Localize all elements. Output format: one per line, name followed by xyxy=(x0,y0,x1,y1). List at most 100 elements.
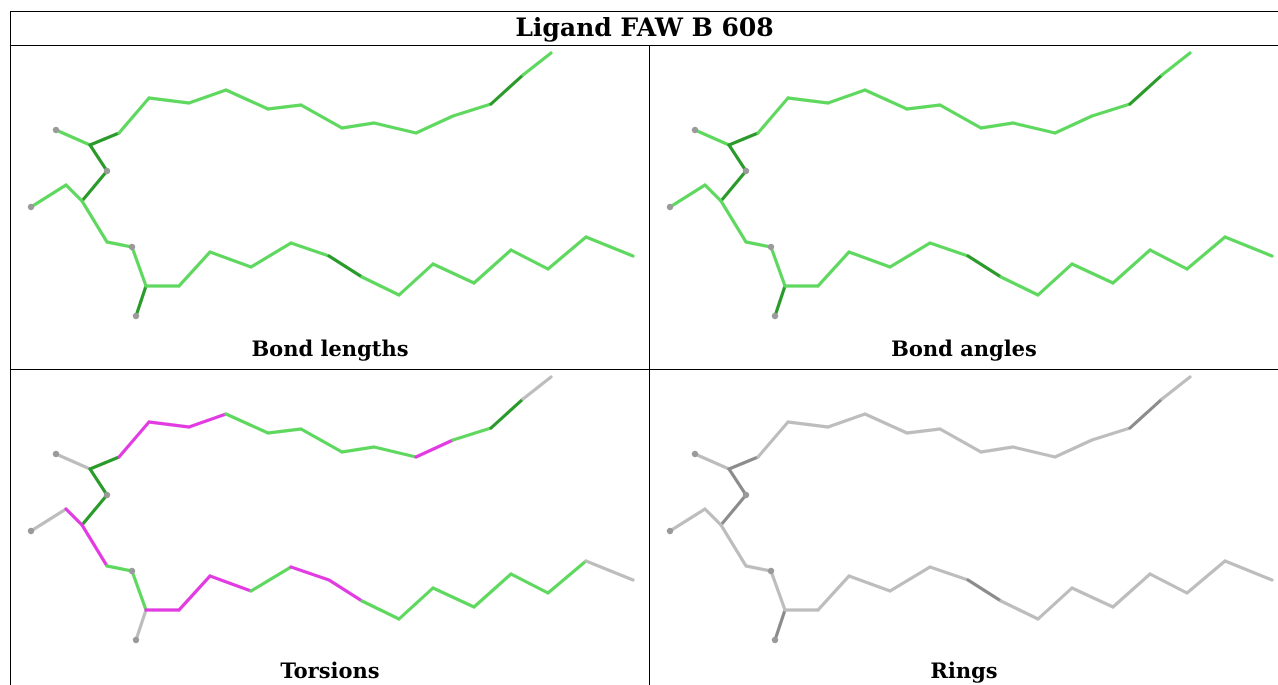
bond-t5-t6-half-2 xyxy=(958,114,983,130)
bond-t9-t10-half-1 xyxy=(451,432,474,442)
bond-l10-l11-half-1 xyxy=(509,572,532,586)
bond-l3-l4-half-1 xyxy=(249,253,273,269)
bond-t10-t11-half-2 xyxy=(505,397,525,416)
bond-l1-l2-half-1 xyxy=(816,267,836,288)
bond-l10-l11-half-2 xyxy=(1166,581,1189,595)
bond-e-f-half-1 xyxy=(668,518,690,533)
panel-bond-lengths: Bond lengths xyxy=(11,46,649,369)
atom-d xyxy=(103,491,111,499)
bond-t4-t5-half-2 xyxy=(282,103,303,109)
bond-t8-t9-half-1 xyxy=(1053,122,1076,135)
bond-c-t1-half-1 xyxy=(756,437,775,459)
bond-l5-l6-half-1 xyxy=(327,254,348,269)
bond-t3-t4-half-2 xyxy=(245,97,270,111)
bond-l2-l3-half-2 xyxy=(867,257,892,269)
bond-t6-t7-half-1 xyxy=(979,123,999,130)
bond-t6-t7-half-2 xyxy=(995,445,1015,452)
bond-t4-t5-half-2 xyxy=(921,103,942,109)
bond-i-j-half-2 xyxy=(776,588,787,612)
bond-t9-t10-half-2 xyxy=(1109,102,1132,112)
atom-a xyxy=(691,126,699,134)
bond-e-f-half-1 xyxy=(29,194,51,209)
bond-t9-t10-half-2 xyxy=(470,102,493,112)
bond-b-c-half-1 xyxy=(727,137,746,147)
bond-t4-t5-half-2 xyxy=(282,427,303,433)
molecule-view-torsions xyxy=(27,375,635,644)
bond-f-g-half-1 xyxy=(703,507,715,519)
atom-d xyxy=(742,491,750,499)
bond-c-t1-half-1 xyxy=(117,113,136,135)
bond-t6-t7-half-1 xyxy=(979,447,999,454)
bond-t7-t8-half-2 xyxy=(1032,450,1057,459)
bond-e-f-half-1 xyxy=(29,518,51,533)
bond-f-g-half-2 xyxy=(711,515,723,527)
bond-g-h-half-1 xyxy=(80,199,97,224)
bond-l12-l13-half-1 xyxy=(1223,235,1251,249)
bond-t10-t11-half-1 xyxy=(489,411,509,430)
bond-t7-t8-half-1 xyxy=(372,445,397,454)
bond-t1-t2-half-2 xyxy=(806,422,830,429)
bond-t2-t3-half-1 xyxy=(187,94,210,105)
bond-c-t1-half-2 xyxy=(771,420,790,442)
bond-t6-t7-half-1 xyxy=(340,447,360,454)
bond-c-t1-half-2 xyxy=(771,96,790,118)
bond-l8-l9-half-2 xyxy=(1090,595,1115,609)
bond-l12-l13-half-1 xyxy=(584,559,612,573)
bond-t3-t4-half-2 xyxy=(884,97,909,111)
bond-h-i-half-1 xyxy=(105,240,122,247)
atom-a xyxy=(691,450,699,458)
bond-l9-l10-half-2 xyxy=(1129,248,1152,269)
atom-i xyxy=(767,567,775,575)
bond-l1-l2-half-1 xyxy=(177,267,197,288)
caption-bond-lengths: Bond lengths xyxy=(251,336,409,361)
bond-i-j-half-1 xyxy=(769,569,780,593)
bond-l12-l13-half-2 xyxy=(607,568,635,582)
bond-t11-t12-half-1 xyxy=(1160,386,1178,401)
bond-l2-l3-half-1 xyxy=(208,574,233,586)
bond-l11-l12-half-1 xyxy=(1185,575,1208,595)
bond-t7-t8-half-1 xyxy=(1011,445,1036,454)
bond-l7-l8-half-2 xyxy=(1053,262,1074,282)
bond-c-t1-half-2 xyxy=(132,96,151,118)
bond-t10-t11-half-1 xyxy=(1128,87,1148,106)
atom-a xyxy=(52,450,60,458)
bond-l6-l7-half-2 xyxy=(378,608,401,621)
bond-b-c-half-1 xyxy=(88,137,107,147)
bond-l3-l4-half-2 xyxy=(269,565,293,581)
bond-t10-t11-half-2 xyxy=(1144,73,1164,92)
molecule-view-bond-angles xyxy=(666,51,1274,320)
bond-t3-t4-half-1 xyxy=(863,412,888,426)
title-divider xyxy=(10,45,1278,46)
bond-b-d-half-1 xyxy=(727,467,740,484)
bond-i-j-half-1 xyxy=(130,569,141,593)
bond-l9-l10-half-1 xyxy=(1111,588,1134,609)
bond-t2-t3-half-1 xyxy=(826,418,849,429)
bond-l7-l8-half-1 xyxy=(1036,277,1057,297)
bond-t3-t4-half-1 xyxy=(863,88,888,102)
bond-l10-l11-half-1 xyxy=(1148,572,1171,586)
bond-l2-l3-half-2 xyxy=(867,581,892,593)
bond-l8-l9-half-2 xyxy=(451,271,476,285)
bond-l2-l3-half-1 xyxy=(847,574,872,586)
bond-h-i-half-1 xyxy=(105,564,122,571)
bond-t10-t11-half-1 xyxy=(489,87,509,106)
bond-l7-l8-half-2 xyxy=(1053,586,1074,606)
bond-g-h-half-1 xyxy=(80,523,97,548)
bond-t5-t6-half-1 xyxy=(938,103,963,119)
column-divider xyxy=(649,45,650,685)
bond-b-c-half-1 xyxy=(727,461,746,471)
bond-t1-t2-half-1 xyxy=(786,96,810,103)
bond-b-d-half-1 xyxy=(88,467,101,484)
bond-l3-l4-half-2 xyxy=(908,565,932,581)
bond-l5-l6-half-1 xyxy=(966,578,987,593)
bond-l1-l2-half-1 xyxy=(177,591,197,612)
bond-t10-t11-half-1 xyxy=(1128,411,1148,430)
bond-t11-t12-half-1 xyxy=(521,386,539,401)
bond-i-j-half-1 xyxy=(769,245,780,269)
bond-t8-t9-half-2 xyxy=(432,438,455,451)
bond-b-c-half-2 xyxy=(741,131,760,141)
bond-l8-l9-half-1 xyxy=(1070,586,1095,600)
bond-t2-t3-half-2 xyxy=(844,412,867,423)
bond-t4-t5-half-1 xyxy=(905,105,926,111)
bond-l1-l2-half-2 xyxy=(192,250,212,271)
